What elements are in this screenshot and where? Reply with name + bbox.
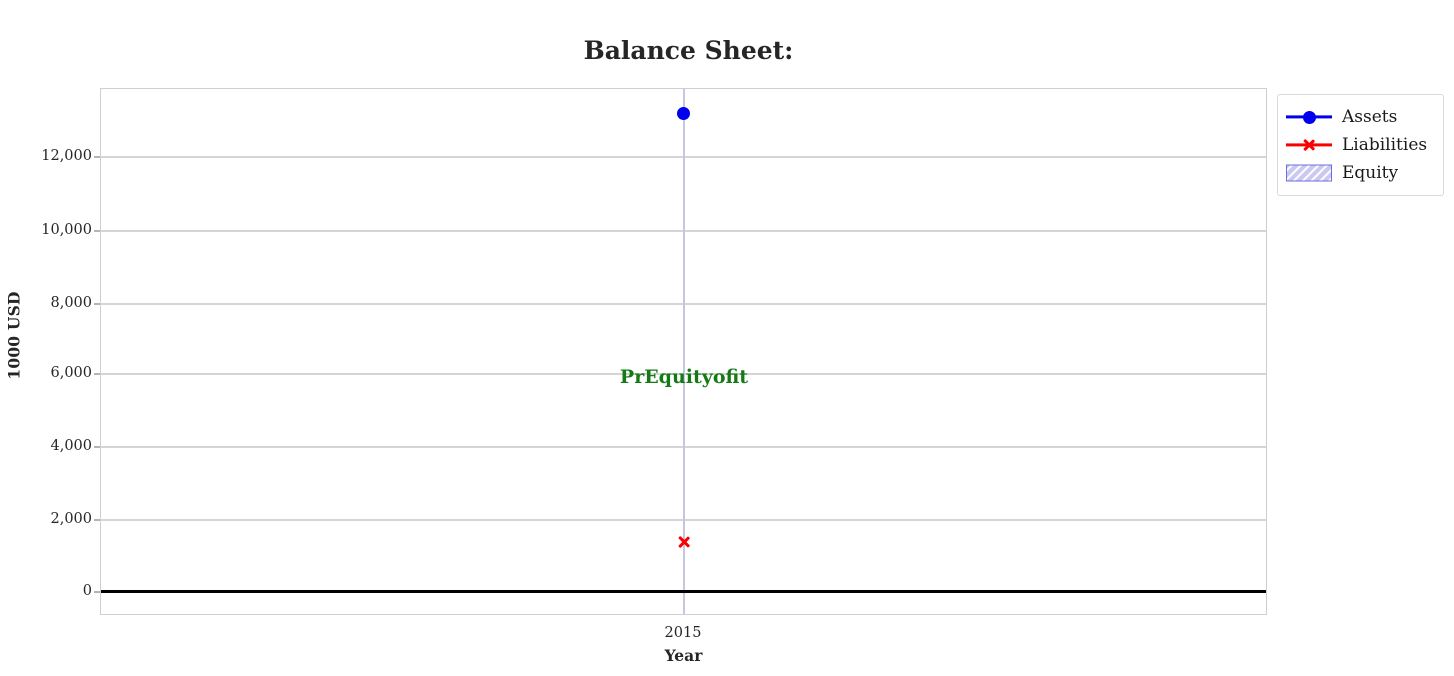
gridline-year-2015 bbox=[683, 89, 685, 614]
y-tick-mark-0 bbox=[94, 591, 100, 593]
legend-label-liabilities: Liabilities bbox=[1342, 135, 1428, 155]
data-point-assets-2015[interactable] bbox=[677, 107, 690, 120]
legend-item-equity[interactable]: Equity bbox=[1286, 159, 1433, 187]
chart-legend[interactable]: Assets Liabilities Equity bbox=[1277, 94, 1444, 196]
legend-item-assets[interactable]: Assets bbox=[1286, 103, 1433, 131]
circle-marker-icon bbox=[1303, 110, 1316, 124]
x-tick-label-2015: 2015 bbox=[664, 625, 702, 641]
legend-key-assets bbox=[1286, 107, 1332, 127]
y-tick-label-12000: 12,000 bbox=[41, 148, 92, 164]
legend-key-equity bbox=[1286, 163, 1332, 183]
y-tick-mark-12000 bbox=[94, 156, 100, 158]
legend-label-equity: Equity bbox=[1342, 163, 1399, 183]
legend-key-liabilities bbox=[1286, 135, 1332, 155]
x-axis-title: Year bbox=[664, 646, 703, 665]
y-tick-label-6000: 6,000 bbox=[50, 365, 92, 381]
plot-area: PrEquityofit bbox=[100, 88, 1267, 615]
y-tick-label-2000: 2,000 bbox=[50, 511, 92, 527]
hatched-patch-icon bbox=[1286, 164, 1332, 182]
y-tick-label-8000: 8,000 bbox=[50, 295, 92, 311]
zero-baseline bbox=[101, 590, 1266, 593]
y-axis-tick-labels: 0 2,000 4,000 6,000 8,000 10,000 12,000 bbox=[0, 0, 92, 676]
y-tick-mark-8000 bbox=[94, 303, 100, 305]
x-marker-icon bbox=[1302, 138, 1316, 152]
y-tick-label-10000: 10,000 bbox=[41, 222, 92, 238]
annotation-profit-equity: PrEquityofit bbox=[619, 366, 749, 388]
y-tick-mark-2000 bbox=[94, 519, 100, 521]
data-point-liabilities-2015[interactable] bbox=[677, 535, 691, 549]
legend-label-assets: Assets bbox=[1342, 107, 1398, 127]
legend-item-liabilities[interactable]: Liabilities bbox=[1286, 131, 1433, 159]
y-tick-mark-6000 bbox=[94, 373, 100, 375]
y-tick-mark-4000 bbox=[94, 446, 100, 448]
y-tick-label-0: 0 bbox=[82, 583, 92, 599]
y-tick-label-4000: 4,000 bbox=[50, 438, 92, 454]
y-tick-mark-10000 bbox=[94, 230, 100, 232]
chart-title-line-1: Balance Sheet: bbox=[583, 36, 794, 65]
